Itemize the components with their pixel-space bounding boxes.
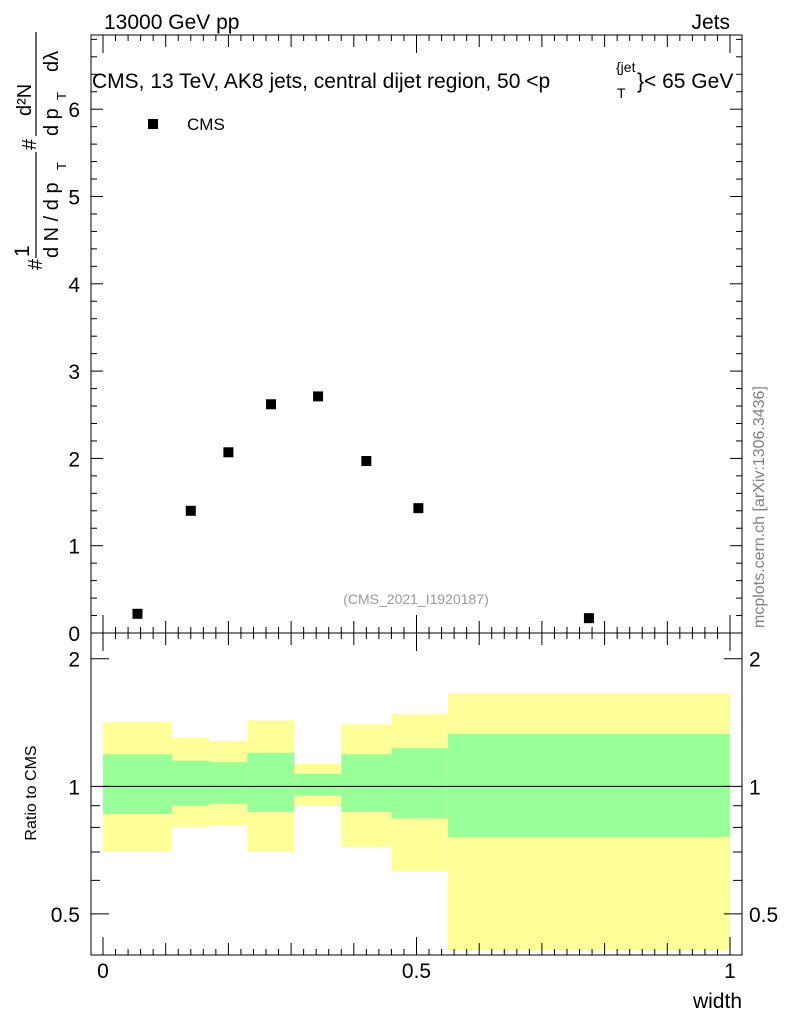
ratio-ticks: [91, 633, 742, 956]
ratio-band-inner: [209, 762, 248, 804]
main-ticks: [91, 35, 742, 634]
ratio-panel: 0.5 0.5 1 1 2 2 0 0.5 1: [51, 632, 778, 983]
ratio-bands: [103, 693, 730, 951]
analysis-tag: (CMS_2021_I1920187): [343, 591, 489, 607]
ratio-band-inner: [447, 733, 730, 837]
main-y-tick-label: 3: [68, 361, 80, 384]
ratio-band-inner: [294, 773, 342, 796]
ratio-y-tick-label-left: 1: [68, 776, 80, 799]
ratio-y-tick-label-right: 0.5: [749, 904, 778, 927]
svg-text:dλ: dλ: [41, 51, 63, 72]
svg-text:d²N: d²N: [14, 84, 36, 116]
x-tick-label: 1: [724, 960, 736, 983]
data-point-cms: [583, 613, 594, 624]
main-ylabel: # 1 d N / d p T # d²N d p T dλ: [11, 32, 69, 270]
ratio-band-inner: [171, 760, 210, 806]
data-point-cms: [223, 447, 234, 458]
header-right: Jets: [691, 11, 730, 34]
x-tick-label: 0.5: [402, 960, 431, 983]
ratio-tick-labels: 0.5 0.5 1 1 2 2 0 0.5 1: [51, 649, 778, 983]
main-y-tick-label: 1: [68, 536, 80, 559]
data-point-cms: [132, 608, 143, 619]
svg-text:d N / d p: d N / d p: [41, 182, 63, 258]
data-point-cms: [313, 391, 324, 402]
svg-text:T: T: [54, 162, 69, 170]
title-subscript: T: [617, 85, 626, 101]
ratio-y-tick-label-right: 2: [749, 649, 761, 672]
svg-text:T: T: [54, 92, 69, 100]
ratio-band-inner: [247, 752, 295, 812]
ratio-ylabel: Ratio to CMS: [23, 745, 40, 840]
ratio-band-inner: [391, 748, 448, 819]
main-data-points: [132, 391, 594, 624]
legend-label: CMS: [187, 115, 225, 134]
ratio-band-inner: [103, 754, 172, 815]
svg-text:d p: d p: [41, 108, 63, 136]
svg-text:#: #: [25, 258, 47, 270]
watermark: mcplots.cern.ch [arXiv:1306.3436]: [751, 386, 768, 628]
ratio-y-tick-label-right: 1: [749, 776, 761, 799]
ratio-y-tick-label-left: 2: [68, 649, 80, 672]
ratio-band-inner: [341, 754, 392, 812]
legend-marker: [148, 119, 158, 129]
ratio-y-tick-label-left: 0.5: [51, 904, 80, 927]
data-point-cms: [266, 399, 277, 410]
main-y-tick-label: 6: [68, 99, 80, 122]
title-superscript: {jet: [616, 59, 636, 75]
x-tick-label: 0: [97, 960, 109, 983]
main-panel: 0 1 2 3 4 5 6 CMS, 13 TeV, AK8 jets, central d…: [68, 34, 743, 646]
main-y-tick-label: 0: [68, 623, 80, 646]
main-y-tick-label: 5: [68, 187, 80, 210]
main-y-tick-label: 4: [68, 274, 80, 297]
main-tick-labels: 0 1 2 3 4 5 6: [68, 99, 80, 646]
data-point-cms: [185, 505, 196, 516]
plot-title: CMS, 13 TeV, AK8 jets, central dijet reg…: [92, 70, 550, 93]
svg-text:#: #: [19, 138, 41, 150]
data-point-cms: [413, 503, 424, 514]
x-axis-label: width: [692, 990, 742, 1013]
header-left: 13000 GeV pp: [104, 11, 239, 34]
data-point-cms: [361, 456, 372, 467]
main-y-tick-label: 2: [68, 448, 80, 471]
title-suffix: }< 65 GeV: [637, 70, 733, 93]
svg-text:1: 1: [11, 245, 34, 257]
